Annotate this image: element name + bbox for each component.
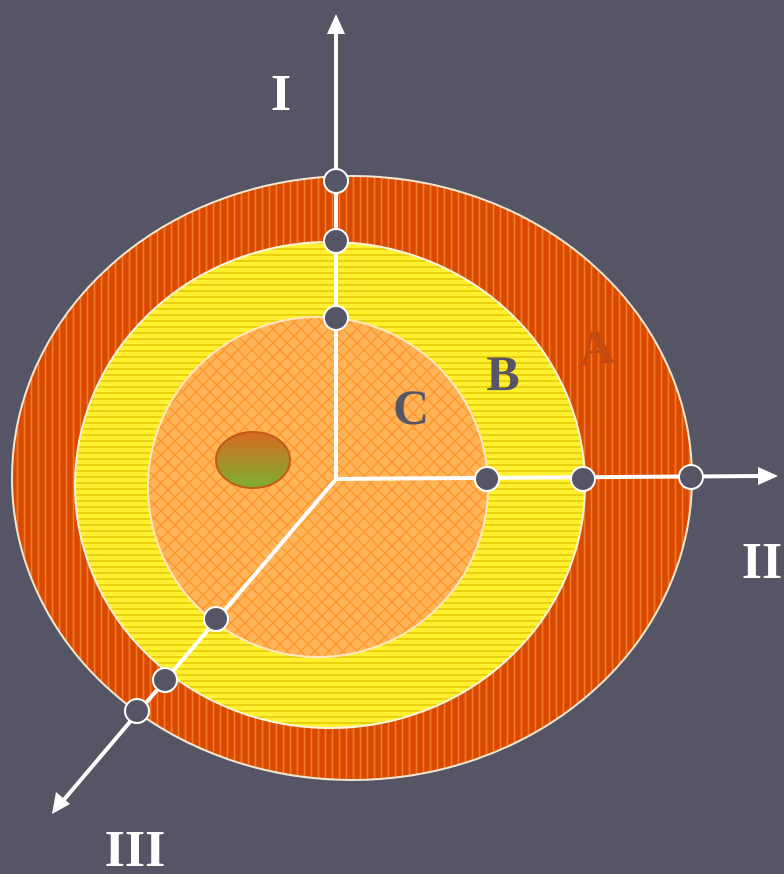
marker-iii-c (204, 607, 228, 631)
source-spot (216, 432, 290, 488)
marker-iii-a (125, 699, 149, 723)
marker-ii-c (475, 467, 499, 491)
axis-i-label: I (271, 65, 291, 122)
axis-iii-label: III (105, 821, 166, 869)
marker-iii-b (153, 668, 177, 692)
marker-ii-b (571, 467, 595, 491)
marker-i-c (324, 306, 348, 330)
zone-a-label: A (575, 317, 617, 376)
axis-ii-label: II (742, 533, 782, 590)
zone-c-label: C (393, 379, 429, 435)
marker-ii-a (679, 465, 703, 489)
zone-c-core (148, 317, 488, 657)
marker-i-a (324, 169, 348, 193)
zone-b-label: B (486, 345, 519, 401)
marker-i-b (324, 229, 348, 253)
